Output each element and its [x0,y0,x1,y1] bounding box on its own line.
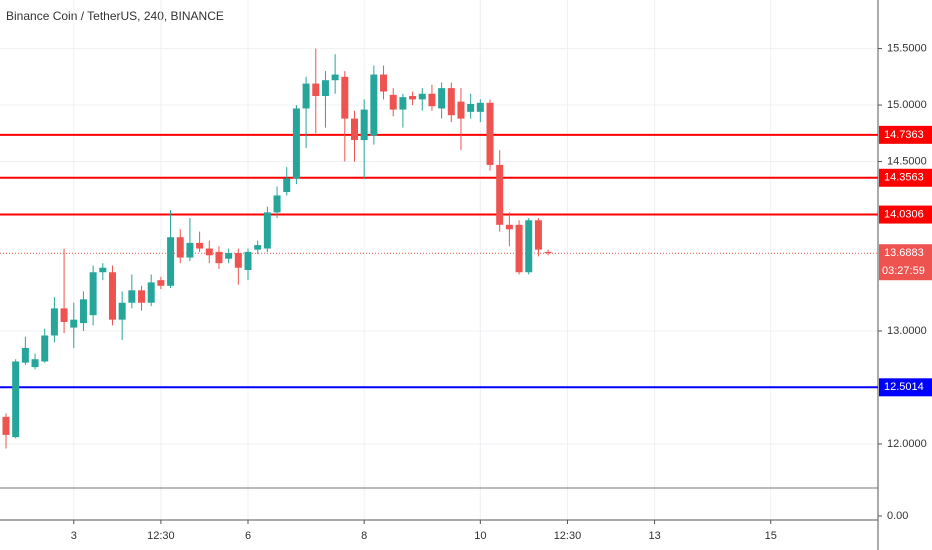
y-tick-label: 14.5000 [887,155,927,167]
candle-body [302,83,310,109]
candle-body [167,237,175,286]
x-tick-label: 8 [361,530,367,542]
price-label-box [879,378,932,397]
candle-body [496,164,504,225]
candle-body [205,248,213,256]
candle-body [476,102,484,112]
candle-body [273,195,281,213]
candle-body [312,83,320,97]
candle-body [89,272,97,316]
candle-body [515,224,523,273]
candle-body [544,251,552,254]
y-tick-label: 13.0000 [887,325,927,337]
candle-body [70,319,78,328]
candle-body [263,212,271,249]
price-label-box [879,205,932,224]
candle-body [50,308,58,336]
candle-body [467,103,475,112]
candle-body [12,361,20,438]
candle-body [2,416,10,435]
x-tick-label: 3 [71,530,77,542]
volume-tick-label: 0.00 [887,510,908,522]
price-label-box [879,168,932,187]
y-tick-label: 15.5000 [887,42,927,54]
last-price-box [879,244,932,281]
candle-body [428,93,436,107]
candle-body [321,80,329,97]
candle-body [196,242,204,249]
price-label-box [879,125,932,144]
candle-body [138,290,146,303]
x-tick-label: 6 [245,530,251,542]
candle-body [457,101,465,119]
candle-body [234,253,242,268]
candle-body [99,267,107,273]
candle-body [215,251,223,264]
candle-body [505,224,513,230]
x-tick-label: 10 [474,530,486,542]
last-price-label: 13.6883 [884,247,924,259]
candle-body [225,253,233,259]
candle-body [389,94,397,110]
candle-body [31,359,39,368]
candle-body [438,88,446,109]
candle-body [244,251,252,270]
candle-body [331,74,339,81]
x-tick-label: 12:30 [147,530,175,542]
x-tick-label: 13 [648,530,660,542]
candle-body [447,88,455,116]
candle-body [254,245,262,250]
candle-body [157,280,165,286]
x-tick-label: 12:30 [554,530,582,542]
candle-body [108,272,116,320]
candle-body [41,335,49,362]
candle-body [118,302,126,320]
price-label: 12.5014 [884,381,924,393]
price-label: 14.0306 [884,208,924,220]
candle-body [186,242,194,258]
candle-body [409,96,417,100]
candle-body [360,109,368,141]
price-label: 14.3563 [884,172,924,184]
candle-body [292,108,300,179]
candle-body [534,220,542,250]
candle-body [147,282,155,303]
candle-body [418,93,426,100]
x-tick-label: 15 [765,530,777,542]
candle-body [283,178,291,193]
y-tick-label: 15.0000 [887,99,927,111]
countdown: 03:27:59 [882,265,925,277]
chart-title: Binance Coin / TetherUS, 240, BINANCE [6,9,224,23]
candle-body [380,74,388,92]
candle-body [486,102,494,165]
candle-body [79,299,87,324]
candle-body [525,220,533,273]
candle-body [60,308,68,322]
candle-body [350,118,358,141]
y-tick-label: 12.0000 [887,438,927,450]
candle-body [399,97,407,110]
candle-body [21,347,29,363]
candle-body [370,74,378,136]
candle-body [176,237,184,258]
candle-body [341,76,349,119]
price-label: 14.7363 [884,129,924,141]
candle-body [128,290,136,303]
